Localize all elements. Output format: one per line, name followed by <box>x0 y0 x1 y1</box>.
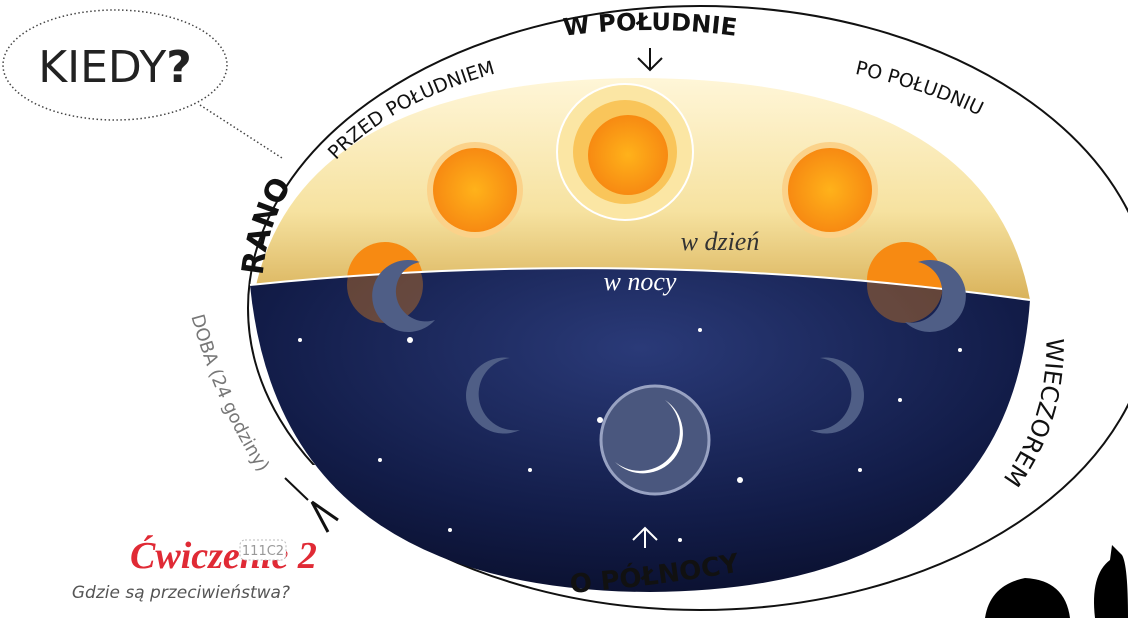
bubble-pointer <box>200 105 282 158</box>
silhouette <box>985 578 1070 618</box>
bubble-mark: ? <box>166 42 192 93</box>
exercise-title: Ćwiczenie 2 <box>130 535 317 577</box>
after-noon-label: PO POŁUDNIU <box>854 57 987 120</box>
bubble-text: KIEDY? <box>38 42 192 93</box>
noon-label: W POŁUDNIE <box>562 8 739 42</box>
sun <box>433 148 517 232</box>
bubble-word: KIEDY <box>38 42 166 93</box>
gap <box>245 465 335 525</box>
night-label: w nocy <box>604 267 677 296</box>
arrow-down <box>638 48 662 70</box>
day-label: w dzień <box>681 227 760 256</box>
moon-ring <box>601 386 709 494</box>
noon-text: W POŁUDNIE <box>562 8 739 42</box>
sun <box>588 115 668 195</box>
sun <box>788 148 872 232</box>
after-noon-text: PO POŁUDNIU <box>854 57 987 120</box>
illustration: w dzień w nocy W POŁUDNIE PRZED POŁUDNIE… <box>0 0 1128 618</box>
silhouette <box>1094 545 1128 618</box>
exercise-code: 111C2 <box>242 544 284 559</box>
page: w dzień w nocy W POŁUDNIE PRZED POŁUDNIE… <box>0 0 1128 618</box>
exercise-question: Gdzie są przeciwieństwa? <box>72 583 290 603</box>
